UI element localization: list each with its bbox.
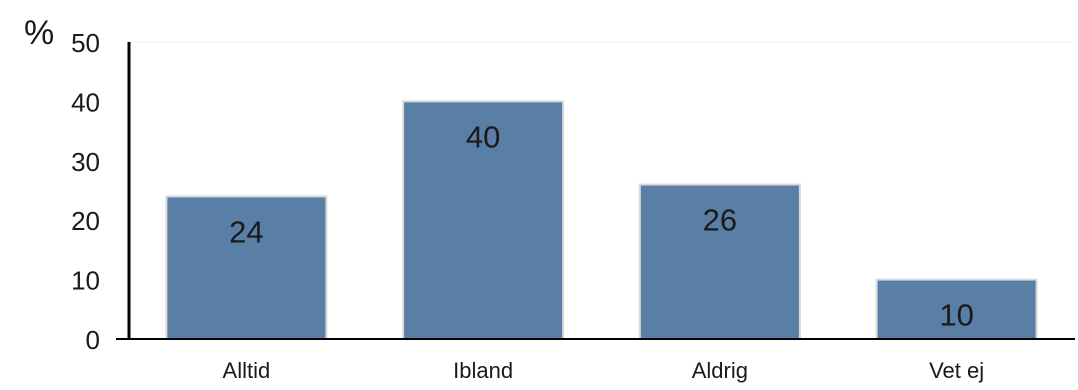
x-category-label: Aldrig <box>692 358 748 383</box>
y-tick-label: 30 <box>71 147 100 177</box>
y-tick-label: 40 <box>71 87 100 117</box>
y-tick-label: 0 <box>86 325 100 355</box>
bar-ibland <box>402 100 565 341</box>
x-category-label: Vet ej <box>929 358 984 383</box>
data-label: 26 <box>703 203 737 238</box>
x-category-label: Alltid <box>223 358 271 383</box>
y-tick-label: 10 <box>71 266 100 296</box>
data-label: 40 <box>466 119 500 154</box>
data-label: 10 <box>939 298 973 333</box>
y-tick-label: 50 <box>71 28 100 58</box>
y-tick-label: 20 <box>71 206 100 236</box>
x-category-label: Ibland <box>453 358 513 383</box>
y-axis-unit-label: % <box>24 14 54 52</box>
data-label: 24 <box>229 214 263 249</box>
